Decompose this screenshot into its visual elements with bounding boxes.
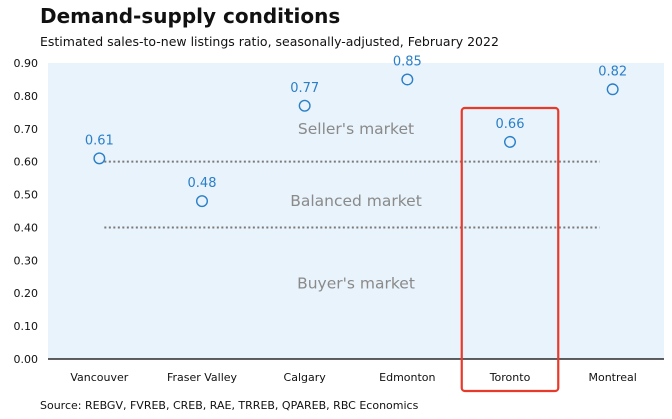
zone-label: Seller's market bbox=[298, 120, 414, 138]
data-label: 0.82 bbox=[598, 64, 627, 79]
highlight-box-toronto bbox=[460, 106, 560, 393]
data-point bbox=[606, 83, 619, 96]
threshold-lines bbox=[104, 160, 600, 229]
x-category-label: Fraser Valley bbox=[167, 371, 238, 384]
data-points bbox=[93, 73, 619, 208]
y-tick-label: 0.50 bbox=[14, 189, 39, 202]
data-label: 0.66 bbox=[496, 117, 525, 132]
data-point bbox=[401, 73, 414, 86]
data-label: 0.85 bbox=[393, 54, 422, 69]
y-tick-label: 0.90 bbox=[14, 57, 39, 70]
data-label: 0.77 bbox=[290, 81, 319, 96]
data-point bbox=[504, 135, 517, 148]
x-category-label: Vancouver bbox=[70, 371, 128, 384]
data-label: 0.48 bbox=[188, 176, 217, 191]
x-category-label: Edmonton bbox=[379, 371, 435, 384]
y-tick-label: 0.40 bbox=[14, 221, 39, 234]
y-tick-label: 0.70 bbox=[14, 123, 39, 136]
data-point bbox=[195, 195, 208, 208]
y-tick-label: 0.20 bbox=[14, 287, 39, 300]
chart-source: Source: REBGV, FVREB, CREB, RAE, TRREB, … bbox=[40, 399, 419, 412]
zone-labels: Seller's market Balanced market Buyer's ma… bbox=[290, 120, 422, 293]
chart-subtitle: Estimated sales-to-new listings ratio, s… bbox=[40, 34, 499, 49]
zone-label: Buyer's market bbox=[297, 274, 415, 292]
chart-title: Demand-supply conditions bbox=[40, 4, 341, 28]
y-axis-ticks: 0.00 0.10 0.20 0.30 0.40 0.50 0.60 0.70 0.80 0.90 bbox=[14, 57, 39, 366]
x-axis-categories: Vancouver Fraser Valley Calgary Edmonton Tor… bbox=[70, 371, 636, 384]
zone-label: Balanced market bbox=[290, 192, 422, 210]
data-point bbox=[93, 152, 106, 165]
data-point bbox=[298, 99, 311, 112]
data-labels: 0.61 0.48 0.77 0.85 0.66 0.82 bbox=[85, 54, 627, 191]
y-tick-label: 0.30 bbox=[14, 254, 39, 267]
y-tick-label: 0.80 bbox=[14, 90, 39, 103]
plot-area bbox=[48, 63, 664, 359]
x-category-label: Toronto bbox=[489, 371, 531, 384]
y-tick-label: 0.10 bbox=[14, 320, 39, 333]
x-category-label: Calgary bbox=[284, 371, 327, 384]
data-label: 0.61 bbox=[85, 133, 114, 148]
y-tick-label: 0.00 bbox=[14, 353, 39, 366]
y-tick-label: 0.60 bbox=[14, 156, 39, 169]
x-category-label: Montreal bbox=[588, 371, 636, 384]
